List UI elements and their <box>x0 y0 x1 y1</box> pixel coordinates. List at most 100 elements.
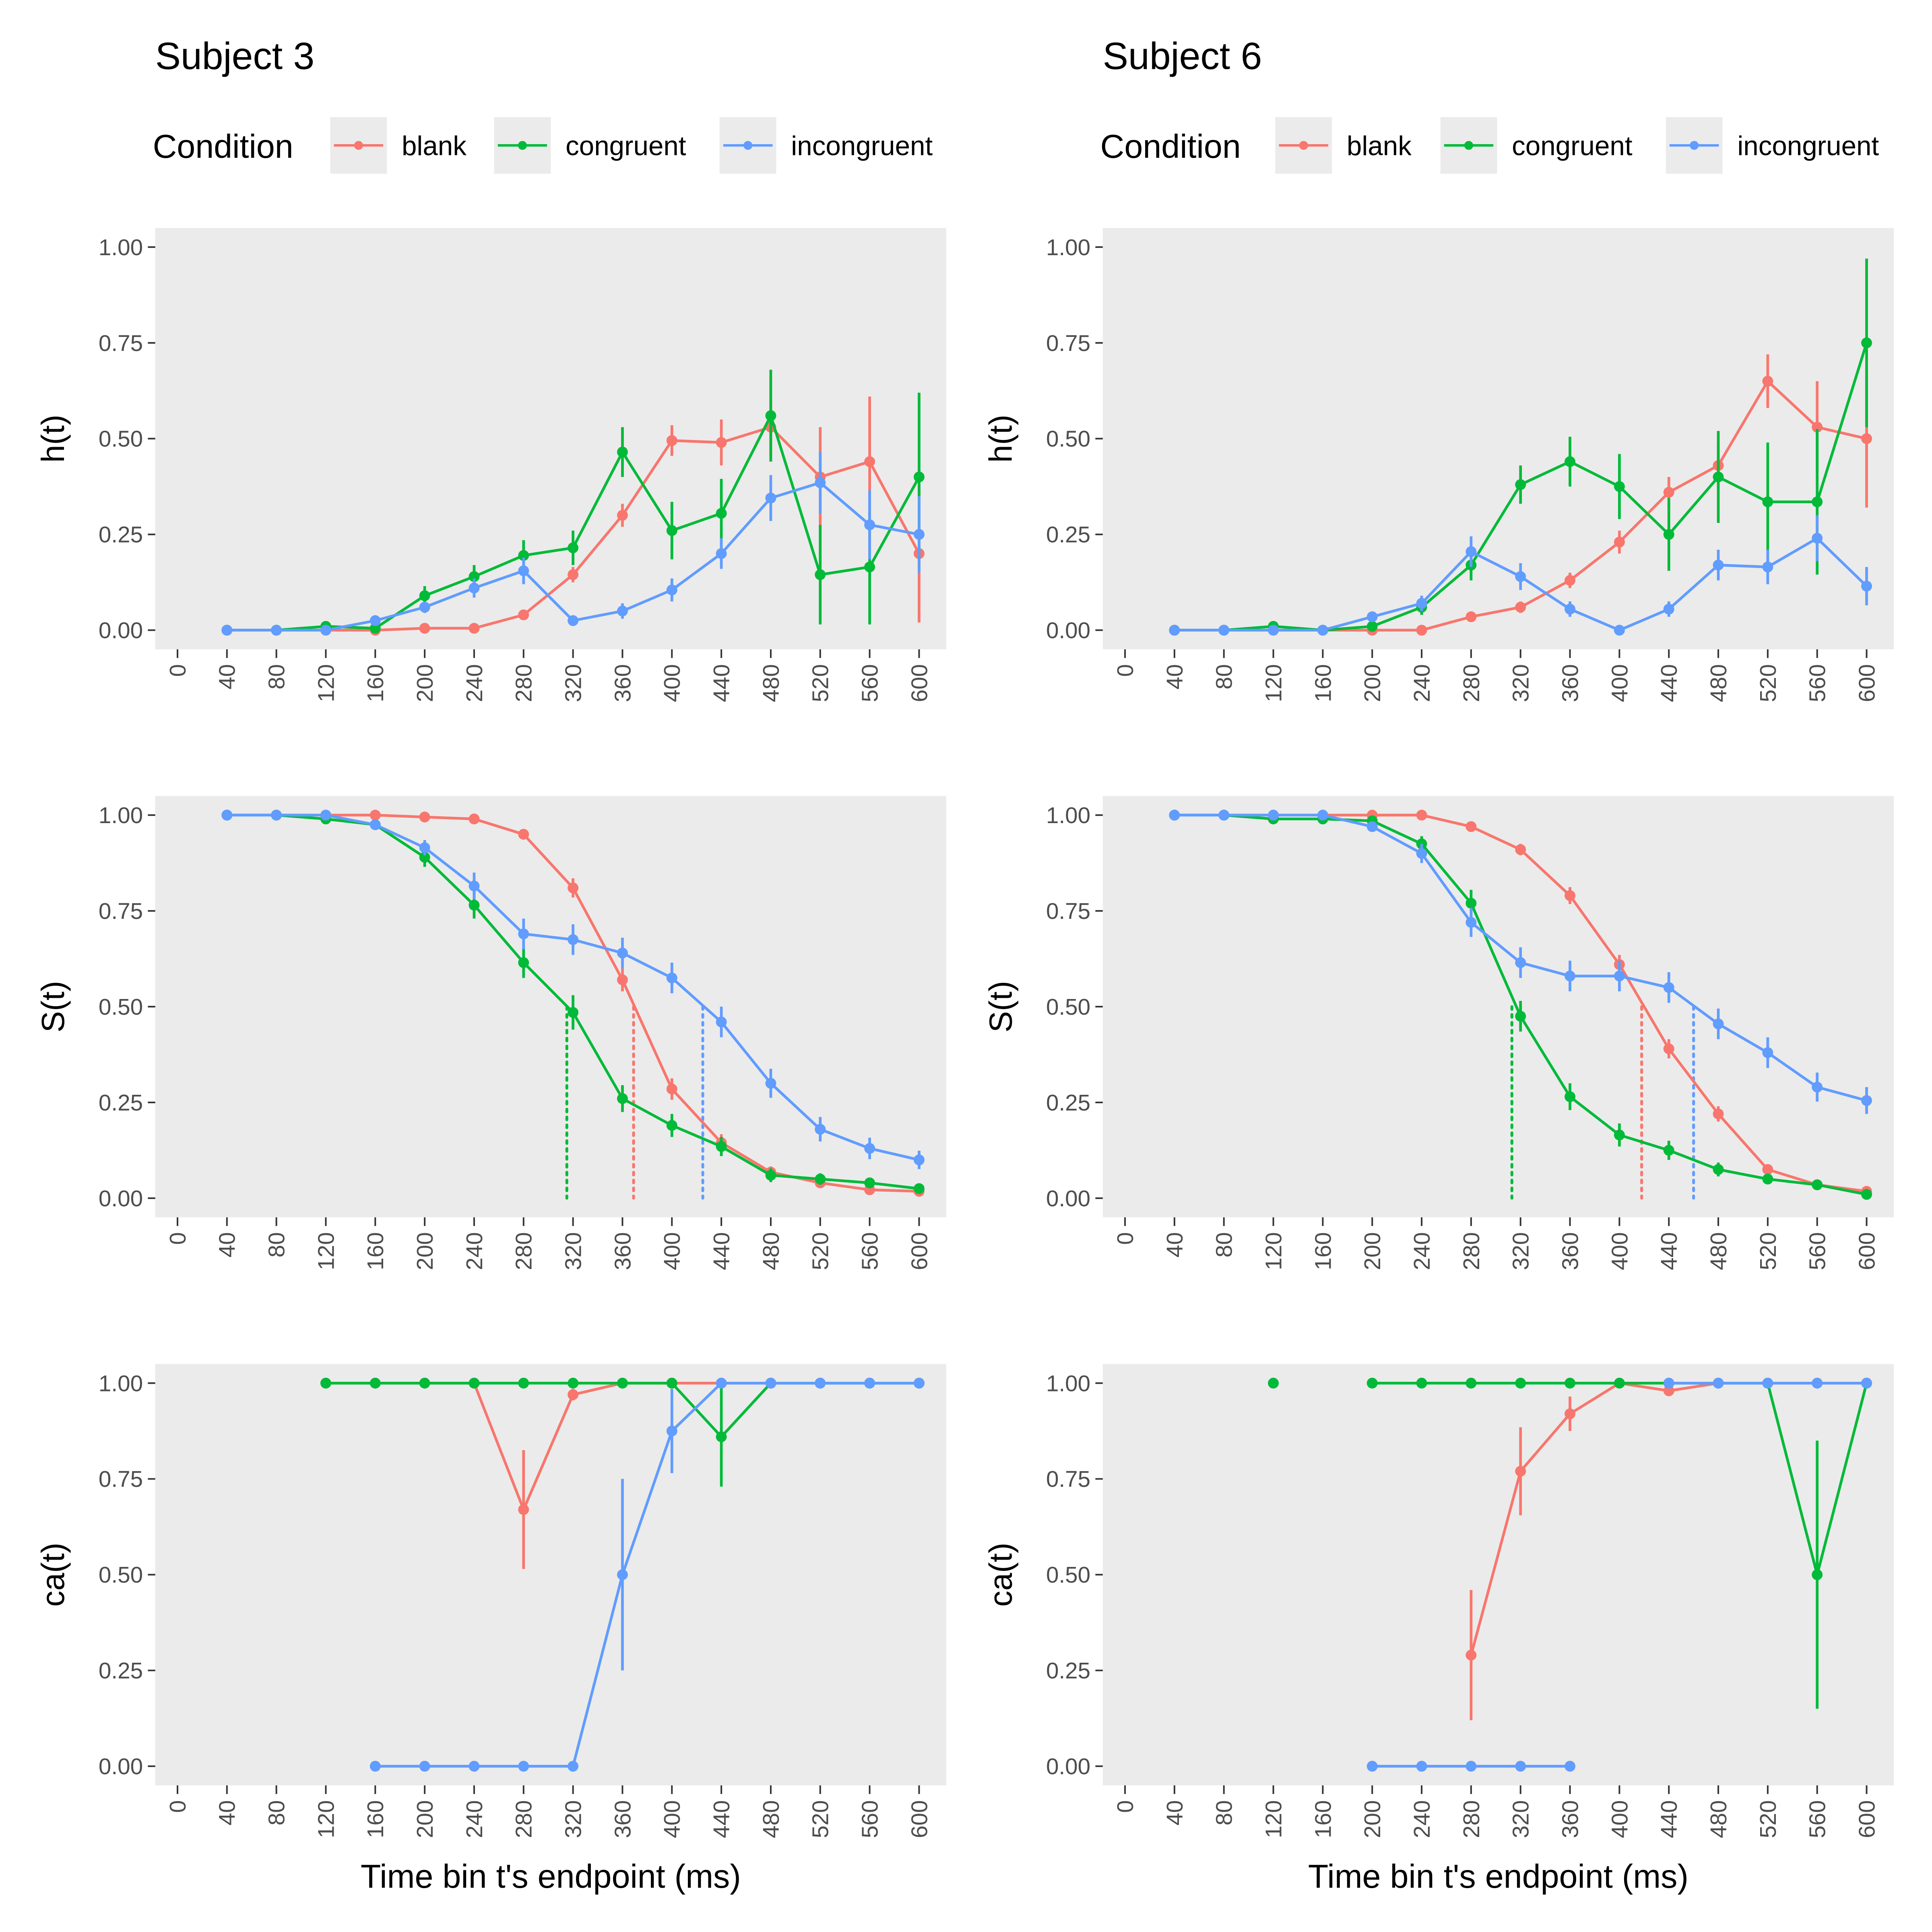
data-point-incongruent <box>617 947 628 959</box>
data-point-congruent <box>1663 529 1674 540</box>
x-tick-label: 80 <box>264 1232 290 1257</box>
data-point-incongruent <box>518 928 529 939</box>
data-point-blank <box>1515 1466 1526 1477</box>
data-point-blank <box>419 811 430 823</box>
x-tick-label: 360 <box>610 664 636 702</box>
data-point-blank <box>469 623 480 634</box>
data-point-blank <box>1515 844 1526 855</box>
data-point-incongruent <box>1515 1761 1526 1772</box>
data-point-congruent <box>666 1377 677 1389</box>
data-point-blank <box>518 609 529 621</box>
data-point-incongruent <box>1218 625 1230 636</box>
legend: Condition blank congruent incongruent <box>153 117 933 174</box>
data-point-incongruent <box>1762 561 1773 573</box>
x-tick-label: 240 <box>462 1232 487 1270</box>
data-point-incongruent <box>1416 1761 1427 1772</box>
x-tick-label: 40 <box>215 1232 240 1257</box>
data-point-blank <box>1466 1649 1477 1661</box>
y-tick-label: 0.25 <box>1046 1658 1090 1684</box>
data-point-incongruent <box>1466 917 1477 928</box>
x-tick-label: 0 <box>165 664 191 677</box>
y-tick-label: 0.75 <box>99 1467 143 1492</box>
x-tick-label: 400 <box>1607 664 1633 702</box>
data-point-incongruent <box>1466 546 1477 557</box>
y-tick-label: 0.75 <box>99 899 143 924</box>
legend-key-point-congruent <box>1464 141 1473 150</box>
data-point-congruent <box>1812 1179 1823 1191</box>
data-point-blank <box>1614 537 1625 548</box>
data-point-blank <box>469 813 480 825</box>
data-point-blank <box>864 456 875 467</box>
data-point-congruent <box>716 508 727 519</box>
series-congruent <box>1169 258 1872 636</box>
data-point-blank <box>666 435 677 446</box>
data-point-incongruent <box>221 625 233 636</box>
data-point-incongruent <box>815 477 826 488</box>
data-point-incongruent <box>271 809 282 821</box>
x-tick-label: 400 <box>660 1800 685 1838</box>
data-point-congruent <box>765 1170 776 1181</box>
x-tick-label: 480 <box>1706 1232 1732 1270</box>
x-tick-label: 160 <box>1311 1800 1336 1838</box>
x-tick-label: 320 <box>561 1800 586 1838</box>
data-point-congruent <box>1812 1569 1823 1580</box>
panel-ht-subject-3: 0.00 0.25 0.50 0.75 1.00 h(t) 0 40 80 120 160 200 24… <box>35 228 947 702</box>
data-point-congruent <box>369 623 381 634</box>
data-point-congruent <box>320 1377 331 1389</box>
data-point-congruent <box>666 1120 677 1131</box>
x-tick-label: 560 <box>858 1800 883 1838</box>
data-point-blank <box>1565 1408 1576 1419</box>
x-tick-label: 160 <box>1311 1232 1336 1270</box>
series-incongruent <box>1169 809 1872 1114</box>
data-point-blank <box>716 437 727 448</box>
figure-scale-group: Subject 3 Condition blank congruent incongru… <box>35 35 1894 1895</box>
data-point-incongruent <box>320 625 331 636</box>
data-point-incongruent <box>1366 821 1378 832</box>
data-point-incongruent <box>568 934 579 945</box>
data-point-congruent <box>1762 1173 1773 1185</box>
y-tick-label: 0.25 <box>1046 522 1090 548</box>
x-tick-label: 600 <box>907 1800 932 1838</box>
y-axis-label: ca(t) <box>983 1543 1018 1607</box>
x-tick-label: 600 <box>1854 664 1880 702</box>
data-point-blank <box>518 1504 529 1515</box>
y-axis-label: ca(t) <box>35 1543 71 1607</box>
data-point-incongruent <box>469 1761 480 1772</box>
x-tick-label: 0 <box>1113 1232 1138 1245</box>
data-point-blank <box>1861 433 1872 444</box>
data-point-blank <box>518 829 529 840</box>
data-point-blank <box>1565 575 1576 586</box>
data-point-congruent <box>369 1377 381 1389</box>
y-axis-label: S(t) <box>35 981 71 1032</box>
data-point-congruent <box>1416 1377 1427 1389</box>
x-tick-label: 480 <box>759 664 784 702</box>
data-point-incongruent <box>1565 603 1576 615</box>
data-point-congruent <box>1366 1377 1378 1389</box>
data-point-congruent <box>518 1377 529 1389</box>
y-tick-label: 0.25 <box>1046 1090 1090 1116</box>
x-tick-label: 80 <box>264 664 290 689</box>
data-point-incongruent <box>1614 625 1625 636</box>
data-point-congruent <box>617 446 628 458</box>
y-tick-label: 0.50 <box>1046 1563 1090 1588</box>
data-point-incongruent <box>469 880 480 892</box>
data-point-congruent <box>716 1431 727 1443</box>
series-incongruent <box>221 809 925 1169</box>
data-point-congruent <box>1861 337 1872 349</box>
data-point-blank <box>1762 376 1773 387</box>
x-tick-label: 560 <box>1805 1800 1831 1838</box>
data-point-blank <box>1565 890 1576 901</box>
data-point-congruent <box>1614 481 1625 492</box>
data-point-congruent <box>815 569 826 580</box>
data-point-incongruent <box>1416 848 1427 859</box>
data-point-congruent <box>1614 1377 1625 1389</box>
x-tick-label: 160 <box>363 664 388 702</box>
x-tick-label: 40 <box>1162 1800 1188 1825</box>
data-point-blank <box>1663 1385 1674 1396</box>
panel-background <box>1102 796 1894 1218</box>
data-point-congruent <box>568 1007 579 1018</box>
x-tick-label: 520 <box>1756 1232 1781 1270</box>
x-tick-label: 80 <box>1212 664 1237 689</box>
data-point-incongruent <box>1663 982 1674 993</box>
